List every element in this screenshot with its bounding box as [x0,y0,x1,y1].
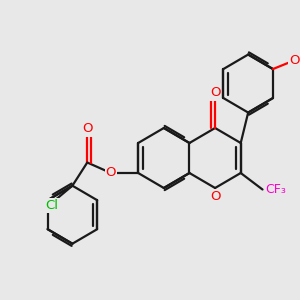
Text: O: O [82,122,92,136]
Text: CF₃: CF₃ [266,183,286,196]
Text: Cl: Cl [46,199,59,212]
Text: O: O [210,190,220,203]
Text: O: O [106,167,116,179]
Text: O: O [210,86,220,100]
Text: O: O [289,54,300,67]
